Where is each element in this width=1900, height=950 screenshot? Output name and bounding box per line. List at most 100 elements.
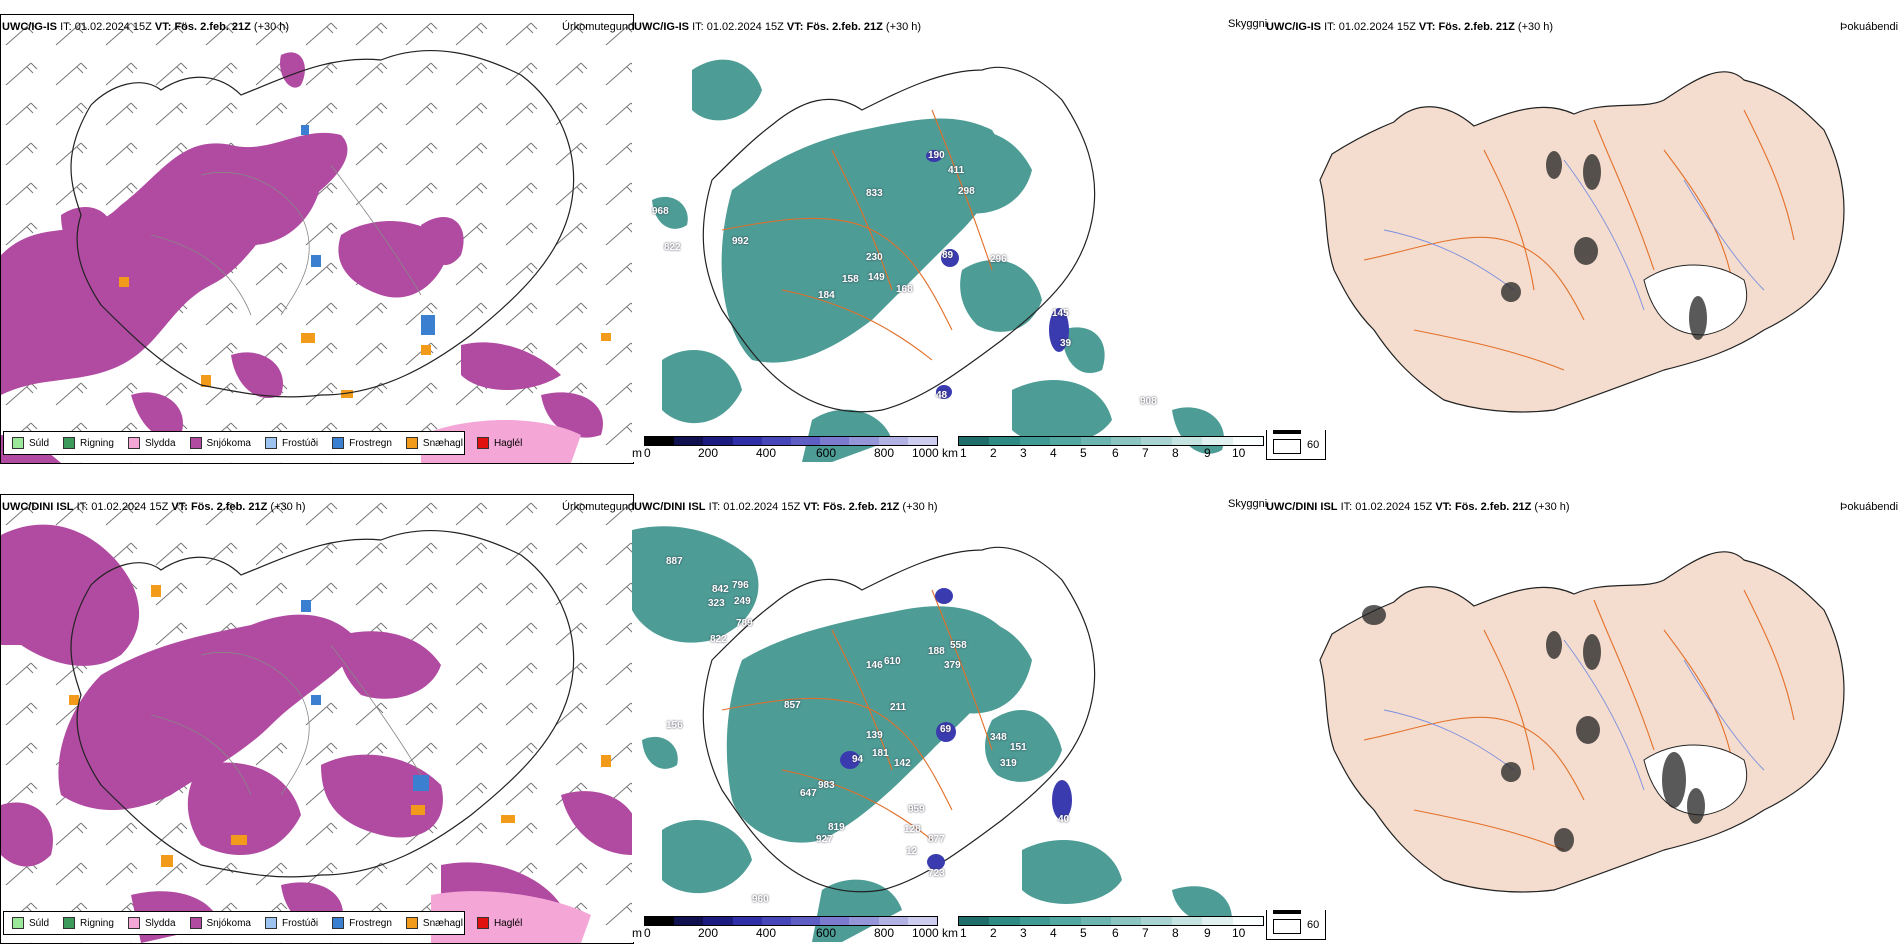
precip-type-map-graphic (1, 15, 633, 463)
visibility-tick: 8 (1172, 446, 1179, 460)
elevation-label: 842 (712, 584, 729, 595)
lead-time: (+30 h) (1534, 501, 1570, 513)
elevation-label: 411 (948, 165, 965, 176)
init-time-label: IT: (1340, 501, 1353, 513)
model-name: UWC/IG-IS (1266, 21, 1321, 33)
init-time: 01.02.2024 15Z (1355, 501, 1433, 513)
legend-label: Haglél (493, 917, 523, 929)
model-name: UWC/DINI ISL (1266, 501, 1338, 513)
precip-type-map-graphic (1, 495, 633, 943)
valid-time: VT: Fös. 2.feb. 21Z (1435, 501, 1532, 513)
elevation-label: 959 (908, 804, 925, 815)
elevation-label: 69 (940, 724, 952, 735)
legend-swatch (189, 917, 202, 929)
init-time: 01.02.2024 15Z (1338, 21, 1416, 33)
fog-map-header-bottom: UWC/DINI ISL IT: 01.02.2024 15Z VT: Fös.… (1266, 501, 1570, 513)
legend-swatch (405, 437, 418, 449)
elevation-unit: m (632, 446, 642, 460)
precip-type-map-bottom: Súld Rigning Slydda Snjókoma Frostúði Fr… (0, 494, 634, 944)
precip-map-header-top: UWC/IG-IS IT: 01.02.2024 15Z VT: Fös. 2.… (2, 21, 289, 33)
precip-map-title-top: Úrkomutegund (562, 21, 635, 33)
legend-swatch (332, 917, 345, 929)
elevation-label: 960 (752, 894, 769, 905)
elevation-label: 168 (896, 284, 913, 295)
legend-item-freezing-rain: Frostregn (332, 917, 392, 929)
legend-label: Snæhagl (422, 437, 463, 449)
elevation-colorbar-bar (644, 916, 938, 926)
legend-label: Frostúði (281, 437, 319, 449)
visibility-colorbar-bar (958, 916, 1264, 926)
elevation-label: 908 (1140, 396, 1157, 407)
legend-item-freezing-drizzle: Frostúði (264, 917, 319, 929)
valid-time: VT: Fös. 2.feb. 21Z (1418, 21, 1515, 33)
visibility-map-top (632, 30, 1264, 462)
elevation-label: 40 (1058, 814, 1070, 825)
visibility-tick: 9 (1204, 446, 1211, 460)
legend-swatch (189, 437, 202, 449)
legend-swatch (476, 917, 489, 929)
elevation-label: 230 (866, 252, 883, 263)
legend-swatch (63, 437, 76, 449)
init-time: 01.02.2024 15Z (91, 501, 169, 513)
legend-swatch (476, 437, 489, 449)
elevation-label: 296 (990, 254, 1007, 265)
lead-time: (+30 h) (902, 501, 938, 513)
init-time: 01.02.2024 15Z (723, 501, 801, 513)
elevation-label: 211 (890, 702, 907, 713)
precip-map-title-bottom: Úrkomutegund (562, 501, 635, 513)
visibility-tick: 3 (1020, 926, 1027, 940)
legend-label: Frostregn (349, 437, 392, 449)
elevation-label: 558 (950, 640, 967, 651)
precip-type-map-top: Súld Rigning Slydda Snjókoma Frostúði Fr… (0, 14, 634, 464)
visibility-unit: km (942, 446, 958, 460)
elevation-label: 819 (828, 822, 845, 833)
valid-time: VT: Fös. 2.feb. 21Z (154, 21, 251, 33)
legend-item-sleet: Slydda (127, 437, 176, 449)
legend-item-snow-pellets: Snæhagl (405, 437, 463, 449)
elevation-label: 12 (906, 846, 918, 857)
legend-label: Haglél (493, 437, 523, 449)
precip-type-legend: Súld Rigning Slydda Snjókoma Frostúði Fr… (3, 431, 522, 455)
elevation-label: 796 (732, 580, 749, 591)
legend-item-snow: Snjókoma (189, 437, 251, 449)
legend-label: Slydda (144, 437, 176, 449)
visibility-map-header-bottom: UWC/DINI ISL IT: 01.02.2024 15Z VT: Fös.… (634, 501, 938, 513)
elevation-label: 139 (866, 730, 883, 741)
visibility-tick: 6 (1112, 926, 1119, 940)
fog-map-header-top: UWC/IG-IS IT: 01.02.2024 15Z VT: Fös. 2.… (1266, 21, 1553, 33)
elevation-label: 323 (708, 598, 725, 609)
elevation-label: 822 (710, 634, 727, 645)
elevation-colorbar-bar (644, 436, 938, 446)
visibility-map-title-top: Skyggni (1228, 18, 1268, 30)
elevation-tick: 800 (874, 446, 895, 460)
elevation-tick: 400 (756, 446, 777, 460)
legend-label: Frostúði (281, 917, 319, 929)
elevation-label: 94 (852, 754, 864, 765)
legend-item-drizzle: Súld (12, 917, 49, 929)
elevation-colorbar-top: m 0 200 400 600 800 1000 (632, 436, 942, 464)
elevation-label: 379 (944, 660, 961, 671)
fog-legend-light-label: 60 (1307, 439, 1320, 451)
legend-item-hail: Haglél (476, 917, 523, 929)
elevation-tick: 200 (698, 446, 719, 460)
elevation-colorbar-bottom: m 0 200 400 600 800 1000 (632, 916, 942, 944)
model-name: UWC/DINI ISL (634, 501, 706, 513)
elevation-label: 789 (736, 618, 753, 629)
elevation-tick: 600 (816, 926, 837, 940)
elevation-label: 647 (800, 788, 817, 799)
visibility-tick: 7 (1142, 446, 1149, 460)
elevation-tick: 0 (644, 926, 651, 940)
elevation-label: 149 (868, 272, 885, 283)
visibility-map-header-top: UWC/IG-IS IT: 01.02.2024 15Z VT: Fös. 2.… (634, 21, 921, 33)
elevation-label: 48 (936, 390, 948, 401)
elevation-label: 184 (818, 290, 835, 301)
elevation-tick: 1000 (912, 926, 939, 940)
init-time: 01.02.2024 15Z (706, 21, 784, 33)
legend-swatch (127, 437, 140, 449)
elevation-label: 298 (958, 186, 975, 197)
elevation-label: 156 (666, 720, 683, 731)
visibility-tick: 5 (1080, 446, 1087, 460)
visibility-unit: km (942, 926, 958, 940)
legend-swatch (332, 437, 345, 449)
precip-type-legend: Súld Rigning Slydda Snjókoma Frostúði Fr… (3, 911, 522, 935)
